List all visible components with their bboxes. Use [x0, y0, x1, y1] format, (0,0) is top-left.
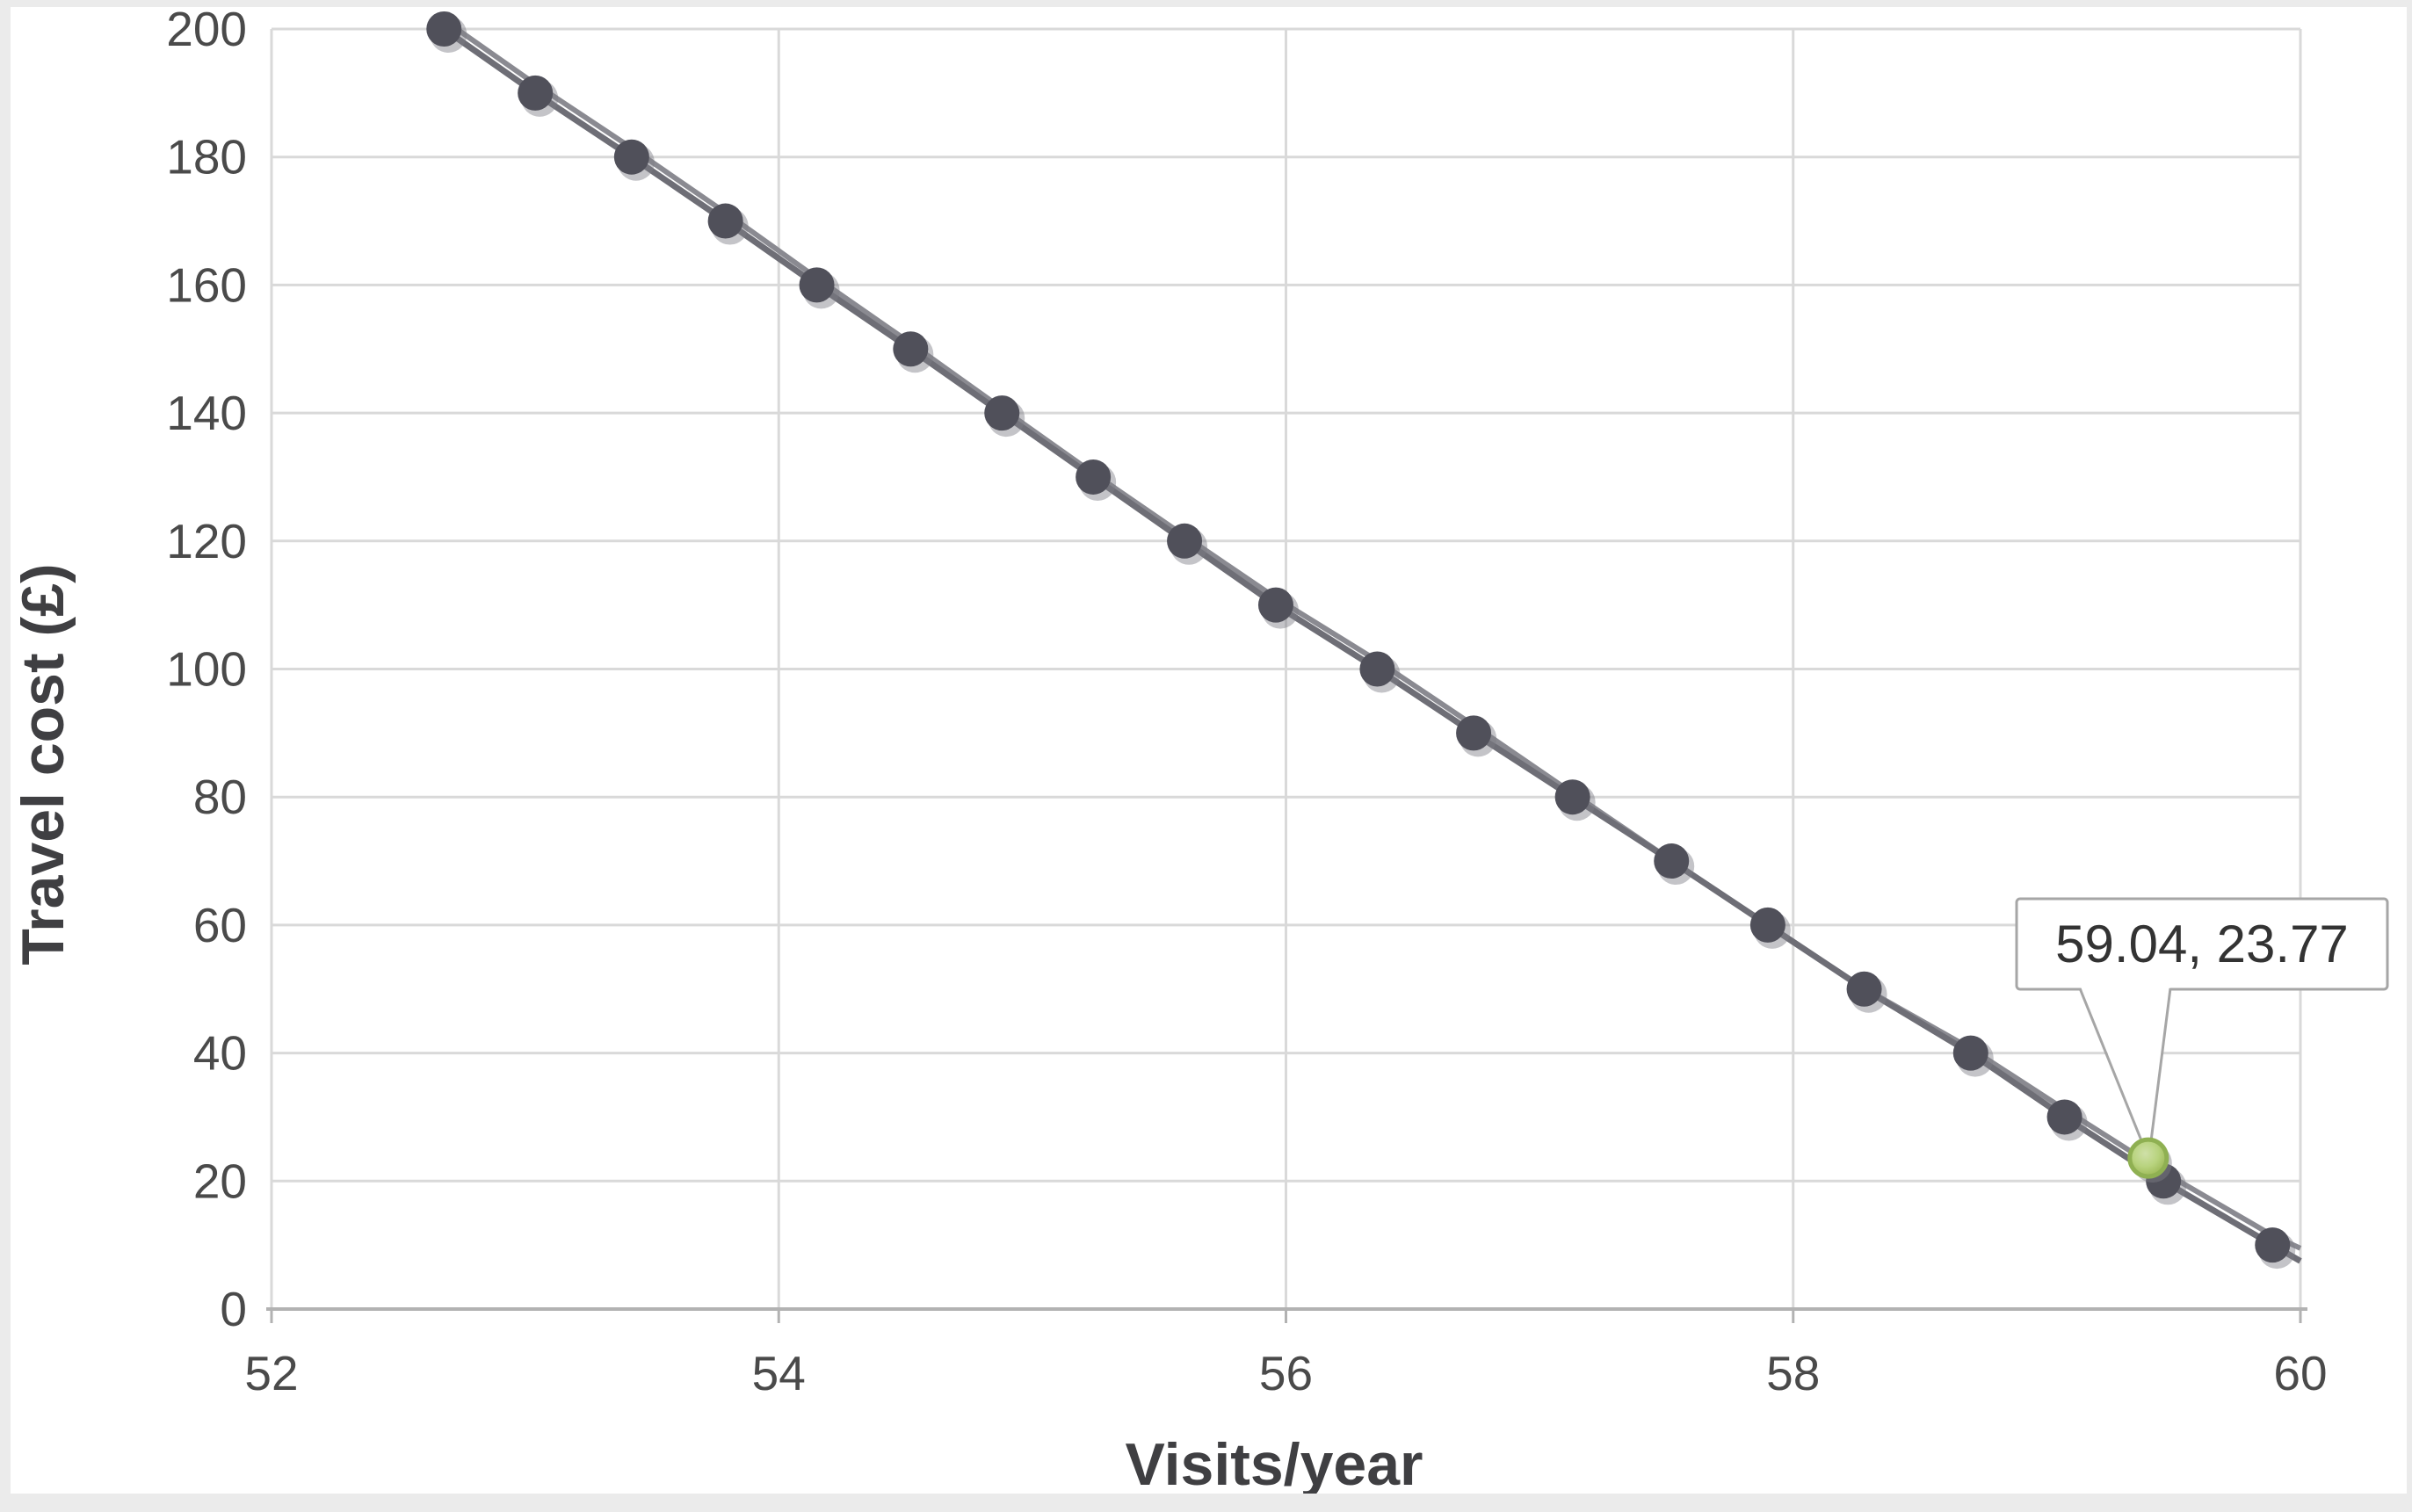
data-point-marker: [1167, 523, 1203, 559]
data-point-marker: [518, 75, 554, 111]
data-point-marker: [1654, 843, 1690, 879]
y-tick-label: 140: [166, 386, 247, 440]
y-tick-label: 160: [166, 257, 247, 312]
gridlines-group: [270, 27, 2302, 1311]
callout-leader-line: [2148, 988, 2172, 1150]
y-tick-label: 80: [193, 770, 247, 824]
data-series-group: [426, 11, 2302, 1270]
data-point-marker: [1456, 715, 1492, 751]
x-tick-label: 60: [2273, 1346, 2327, 1400]
data-point-marker: [1554, 779, 1590, 815]
data-point-marker: [799, 267, 835, 303]
data-point-marker: [2046, 1099, 2082, 1135]
y-tick-label: 120: [166, 514, 247, 568]
axes-group: [266, 1307, 2307, 1323]
frame-edge-top: [0, 0, 2412, 7]
x-axis-title: Visits/year: [1125, 1431, 1423, 1498]
y-tick-label: 200: [166, 2, 247, 56]
y-tick-label: 100: [166, 642, 247, 697]
y-tick-label: 20: [193, 1154, 247, 1208]
data-point-marker: [1359, 651, 1395, 687]
x-tick-label: 54: [752, 1346, 806, 1400]
data-point-marker: [426, 11, 462, 47]
data-point-marker: [1846, 971, 1882, 1007]
data-point-marker: [1952, 1035, 1988, 1071]
highlight-point-group: [2127, 1137, 2172, 1183]
y-tick-label: 0: [220, 1282, 247, 1336]
x-tick-label: 58: [1766, 1346, 1820, 1400]
highlight-point-marker: [2127, 1137, 2169, 1179]
data-point-marker: [613, 139, 649, 175]
y-axis-title: Travel cost (£): [10, 563, 76, 965]
frame-edge-bottom: [0, 1494, 2412, 1512]
callout-leader-group: [2078, 985, 2172, 1154]
data-point-marker: [2255, 1227, 2291, 1263]
callout-leader-line: [2078, 988, 2148, 1152]
x-tick-label: 52: [244, 1346, 298, 1400]
data-point-marker: [707, 203, 743, 239]
callout-wedge: [2080, 985, 2170, 1154]
frame-edge-right: [2407, 0, 2412, 1512]
annotation-callout-box: [2015, 897, 2389, 991]
frame-edge-left: [0, 0, 11, 1512]
data-point-marker: [1749, 907, 1785, 943]
x-tick-label: 56: [1259, 1346, 1313, 1400]
y-tick-label: 40: [193, 1026, 247, 1081]
annotation-label: 59.04, 23.77: [2055, 915, 2349, 973]
callout-annotation-group: 59.04, 23.77: [2015, 897, 2389, 1154]
data-point-marker: [893, 331, 929, 367]
y-tick-label: 60: [193, 898, 247, 952]
data-point-marker: [1076, 459, 1112, 495]
y-tick-label: 180: [166, 130, 247, 184]
data-point-marker: [1257, 587, 1293, 623]
tick-labels-group: 0 20 40 60 80 100 120 140 160 180 200 52 54 56 58 60: [166, 2, 2327, 1400]
data-point-marker: [984, 395, 1020, 431]
